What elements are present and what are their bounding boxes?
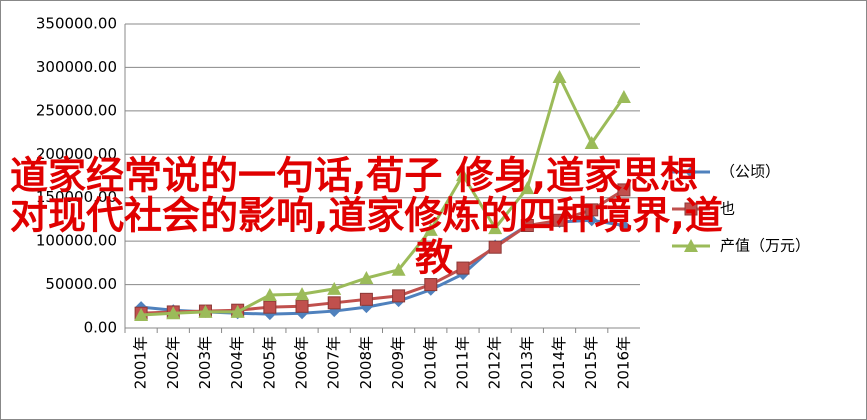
x-tick-label: 2014年 (550, 336, 568, 389)
x-tick-label: 2008年 (357, 336, 375, 389)
y-tick-label: 100000.00 (36, 232, 117, 250)
marker (166, 306, 181, 320)
marker (488, 221, 503, 235)
marker (684, 239, 698, 252)
marker (295, 299, 309, 313)
marker (520, 181, 535, 195)
legend-label: 也 (720, 200, 735, 218)
legend-label: 产值（万元） (720, 237, 810, 255)
marker (617, 183, 631, 197)
x-tick-label: 2006年 (293, 336, 311, 389)
x-tick-label: 2007年 (325, 336, 343, 389)
marker (263, 300, 277, 314)
legend-label: （公顷） (720, 163, 780, 181)
marker (617, 219, 630, 232)
marker (295, 287, 310, 301)
marker (585, 203, 599, 217)
marker (327, 281, 342, 295)
marker (584, 135, 599, 149)
marker (391, 262, 406, 276)
marker (520, 219, 534, 233)
y-tick-label: 300000.00 (36, 58, 117, 76)
y-tick-label: 200000.00 (36, 145, 117, 163)
y-tick-label: 350000.00 (36, 15, 117, 33)
marker (198, 304, 213, 318)
x-tick-label: 2013年 (518, 336, 536, 389)
overlay-text: 道家经常说的一句话,荀子 修身,道家思想 (10, 154, 698, 198)
x-tick-label: 2015年 (582, 336, 600, 389)
y-tick-label: 0.00 (84, 319, 117, 337)
marker (684, 202, 698, 216)
x-tick-label: 2012年 (486, 336, 504, 389)
marker (488, 240, 502, 254)
marker (424, 278, 438, 292)
x-tick-label: 2005年 (260, 336, 278, 389)
x-tick-label: 2009年 (389, 336, 407, 389)
marker (262, 287, 277, 301)
x-tick-label: 2004年 (228, 336, 246, 389)
series-line (141, 72, 626, 317)
marker (552, 69, 567, 83)
y-tick-label: 50000.00 (45, 275, 117, 293)
y-tick-label: 250000.00 (36, 101, 117, 119)
overlay-text: 教 (415, 236, 453, 280)
marker (616, 89, 631, 103)
marker (359, 271, 374, 285)
x-tick-label: 2016年 (614, 336, 632, 389)
x-tick-label: 2001年 (132, 336, 150, 389)
marker (230, 304, 245, 318)
x-tick-label: 2002年 (164, 336, 182, 389)
marker (553, 213, 567, 227)
marker (392, 289, 406, 303)
x-tick-label: 2010年 (421, 336, 439, 389)
x-tick-label: 2011年 (453, 336, 471, 389)
marker (134, 307, 149, 321)
x-tick-label: 2003年 (196, 336, 214, 389)
marker (685, 166, 697, 178)
marker (455, 168, 470, 182)
marker (359, 292, 373, 306)
marker (327, 296, 341, 310)
marker (585, 214, 598, 227)
marker (456, 261, 470, 275)
marker (423, 222, 438, 236)
y-tick-label: 150000.00 (36, 188, 117, 206)
overlay-text: 对现代社会的影响,道家修炼的四种境界,道 (10, 194, 723, 238)
